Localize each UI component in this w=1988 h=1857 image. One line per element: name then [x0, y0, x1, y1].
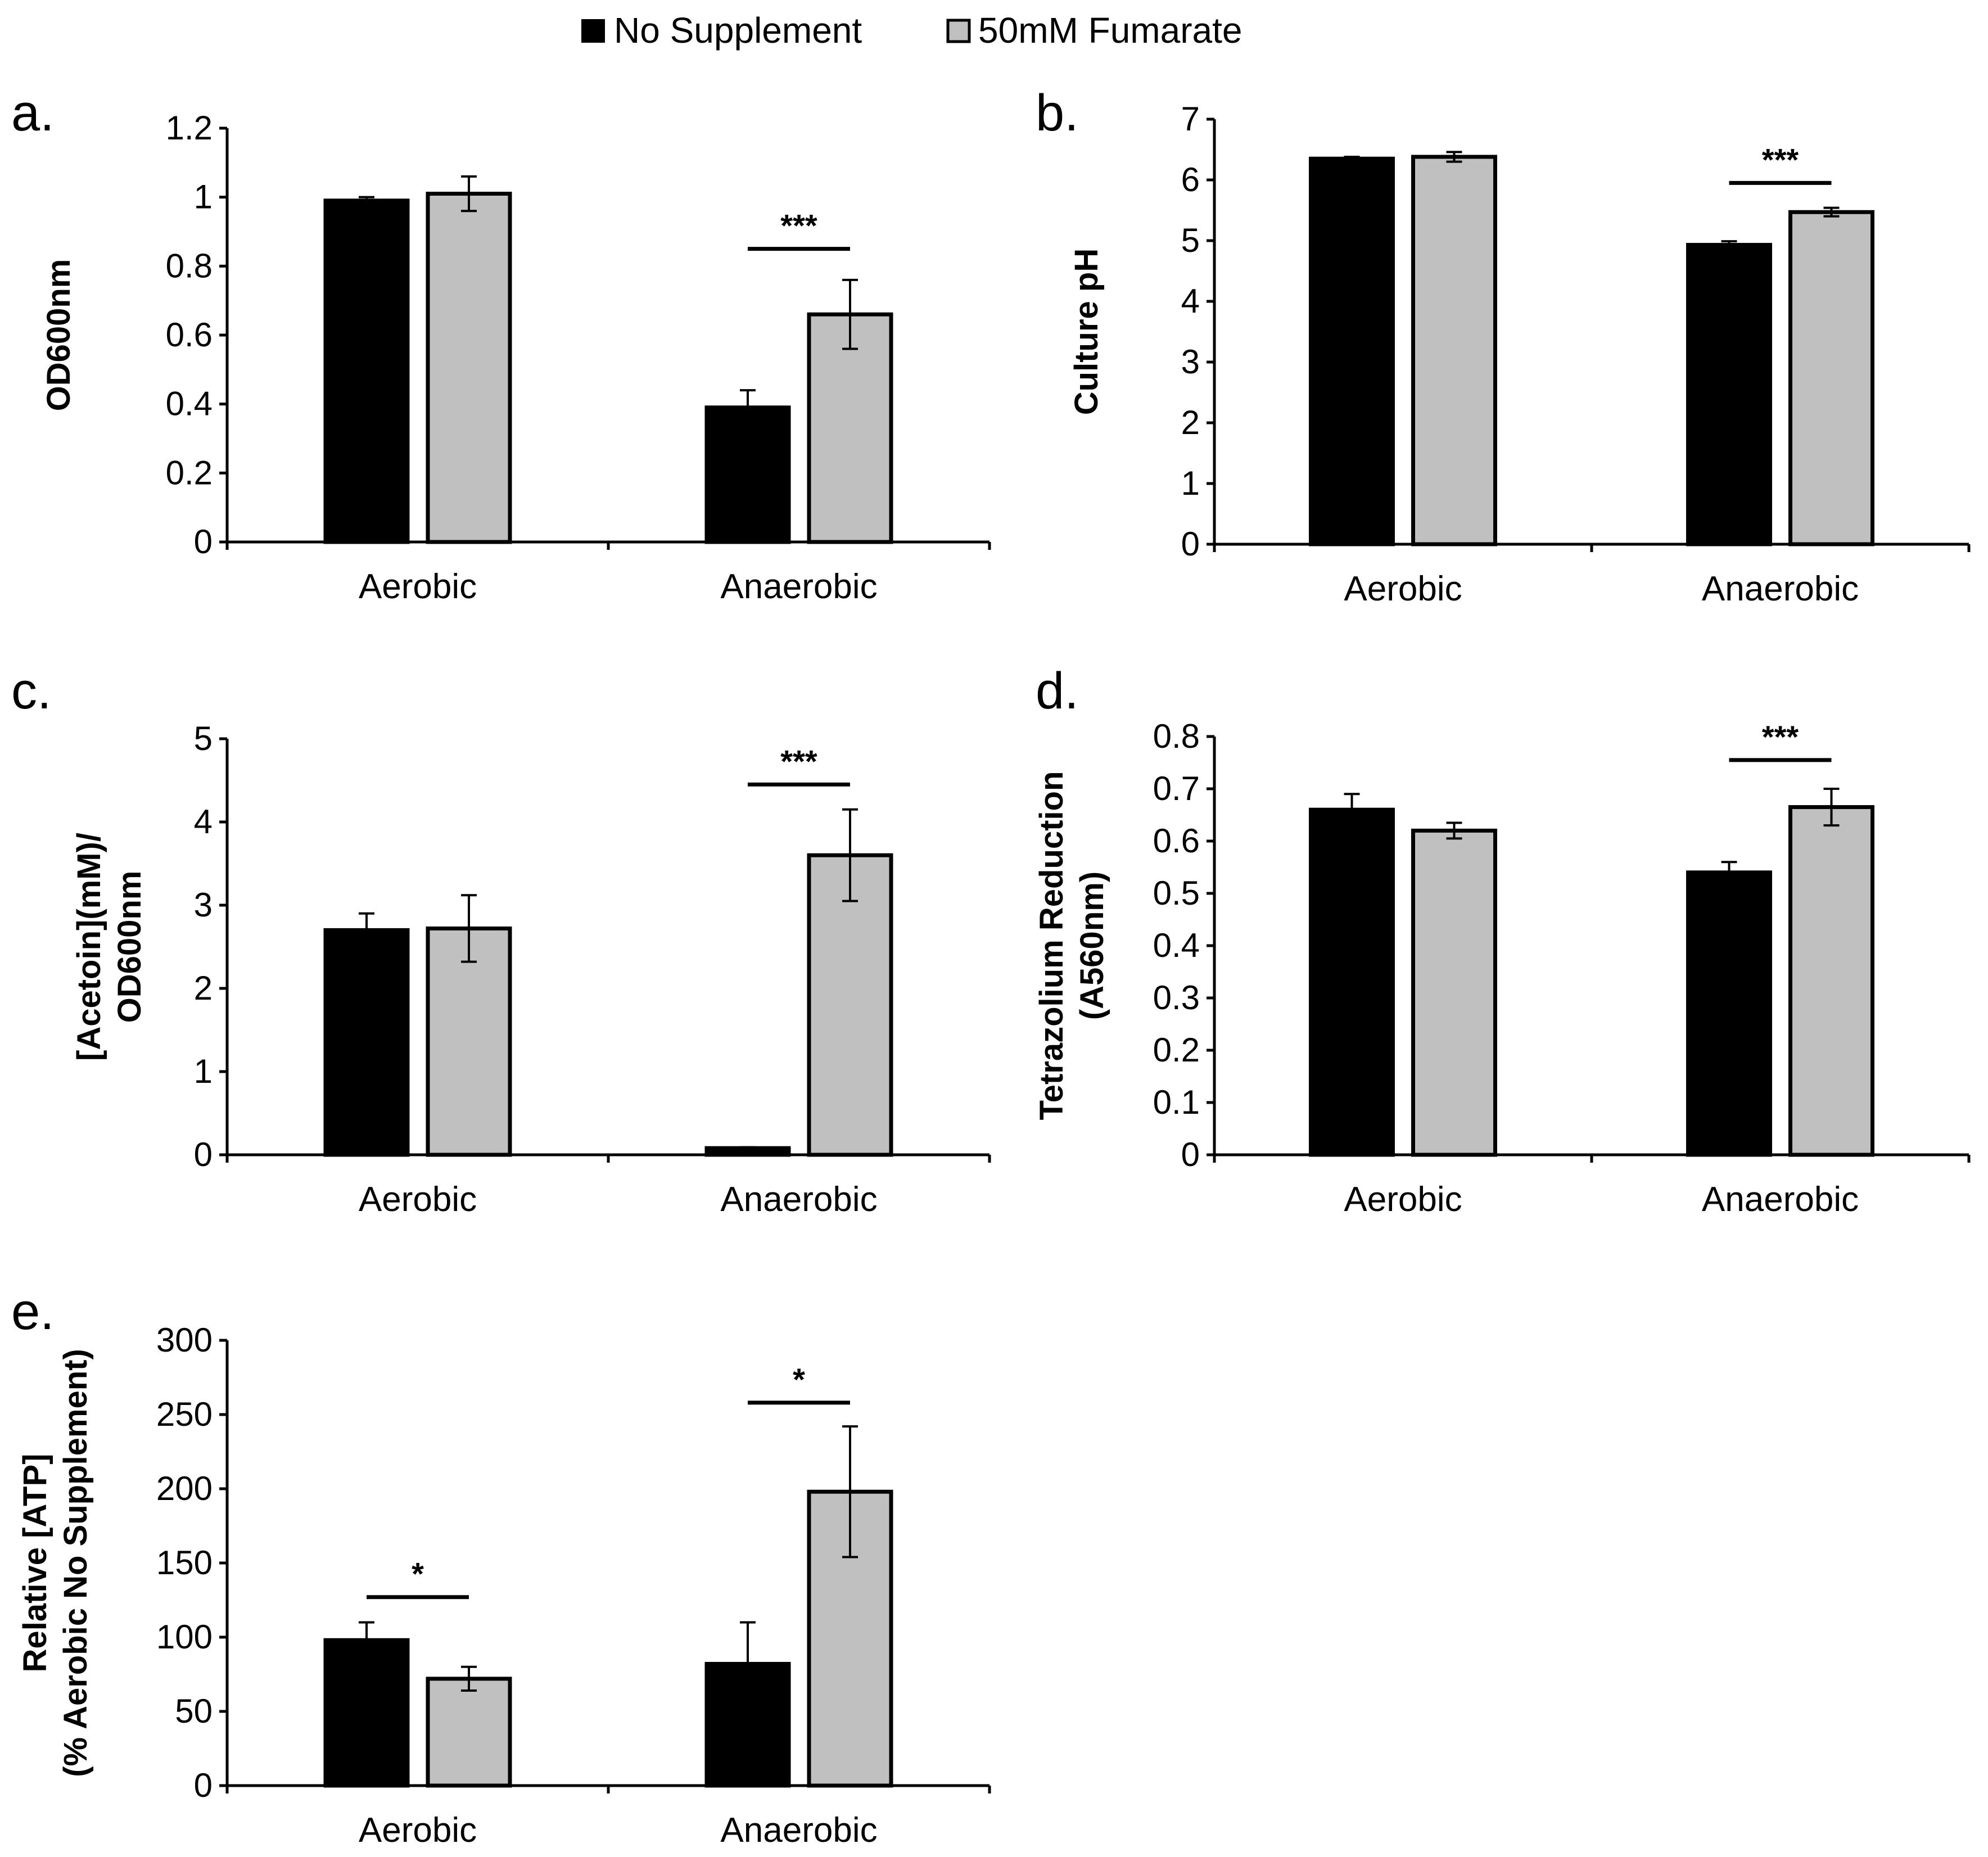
significance-label: * — [793, 1362, 805, 1397]
y-tick-label: 5 — [194, 720, 213, 757]
y-tick-label: 4 — [1181, 282, 1200, 320]
category-label-anaerobic: Anaerobic — [720, 567, 877, 606]
panel-label: a. — [11, 84, 55, 142]
bar-50mm-fumarate-anaerobic — [807, 853, 893, 1157]
y-tick-label: 3 — [1181, 343, 1200, 381]
bar-50mm-fumarate-anaerobic — [1788, 805, 1874, 1157]
y-tick-label: 0 — [194, 1136, 213, 1173]
y-tick-label: 0.7 — [1153, 770, 1200, 807]
significance-label: * — [412, 1556, 424, 1592]
y-tick-label: 5 — [1181, 222, 1200, 259]
y-tick-label: 7 — [1181, 100, 1200, 138]
y-tick-label: 0 — [1181, 1136, 1200, 1173]
y-tick-label: 0.2 — [166, 454, 213, 491]
bar-50mm-fumarate-anaerobic — [1788, 210, 1874, 546]
y-tick-label: 0 — [194, 1766, 213, 1804]
category-label-aerobic: Aerobic — [359, 567, 477, 606]
chart-a: a. OD600nm 0 0.2 0.4 0.6 0.8 1 1.2 Aerobic Anaerob… — [11, 84, 991, 606]
y-tick-label: 0.4 — [166, 385, 213, 423]
y-tick-label: 2 — [194, 969, 213, 1007]
bar-50mm-fumarate-aerobic — [426, 192, 512, 544]
y-tick-label: 0.8 — [166, 247, 213, 284]
bar-no-supplement-anaerobic — [1686, 870, 1772, 1157]
category-label-aerobic: Aerobic — [1344, 570, 1462, 608]
chart-e: e. Relative [ATP] (% Aerobic No Supplement… — [11, 1283, 991, 1850]
y-tick-label: 2 — [1181, 404, 1200, 441]
chart-b: b. Culture pH 0 1 2 3 4 5 6 7 Aerobic Anaerobic *** — [1036, 84, 1971, 608]
legend-label-no-supplement: No Supplement — [614, 10, 862, 51]
category-label-anaerobic: Anaerobic — [720, 1811, 877, 1850]
y-tick-label: 0.6 — [1153, 822, 1200, 860]
chart-d: d. Tetrazolium Reduction (A560nm) 0 0.1 0.2 0.… — [1033, 662, 1971, 1219]
y-axis-label: Tetrazolium Reduction — [1033, 771, 1070, 1120]
y-tick-label: 200 — [156, 1470, 213, 1507]
y-tick-label: 0.3 — [1153, 979, 1200, 1016]
y-axis-label: OD600nm — [40, 259, 77, 412]
significance-label: *** — [1762, 142, 1799, 177]
y-tick-label: 0.1 — [1153, 1083, 1200, 1121]
legend-swatch-no-supplement — [581, 19, 605, 43]
bar-no-supplement-aerobic — [323, 1638, 410, 1788]
significance-label: *** — [1762, 719, 1799, 754]
category-label-aerobic: Aerobic — [359, 1811, 477, 1850]
y-tick-label: 1 — [194, 1052, 213, 1090]
y-tick-label: 6 — [1181, 161, 1200, 198]
significance-label: *** — [780, 208, 817, 243]
y-tick-label: 1 — [1181, 464, 1200, 502]
y-tick-label: 50 — [175, 1692, 213, 1730]
y-tick-label: 0 — [194, 523, 213, 561]
category-label-anaerobic: Anaerobic — [1702, 1180, 1859, 1219]
bar-no-supplement-aerobic — [323, 198, 410, 544]
bar-50mm-fumarate-aerobic — [1411, 828, 1497, 1157]
y-axis-label: Relative [ATP] — [17, 1454, 53, 1673]
category-label-anaerobic: Anaerobic — [1702, 570, 1859, 608]
y-axis-label: (% Aerobic No Supplement) — [57, 1349, 94, 1777]
panel-label: e. — [11, 1283, 55, 1340]
bar-50mm-fumarate-aerobic — [1411, 155, 1497, 546]
chart-c: c. [Acetoin](mM)/OD600nm 0 1 2 3 4 5 Aerobic Anae… — [11, 662, 991, 1219]
y-tick-label: 1.2 — [166, 109, 213, 147]
bar-50mm-fumarate-aerobic — [426, 926, 512, 1157]
bar-no-supplement-anaerobic — [1686, 243, 1772, 546]
bar-no-supplement-aerobic — [1309, 156, 1395, 546]
y-axis-label: OD600nm — [111, 871, 148, 1023]
y-tick-label: 4 — [194, 803, 213, 841]
bar-50mm-fumarate-aerobic — [426, 1677, 512, 1788]
y-tick-label: 0 — [1181, 525, 1200, 563]
y-tick-label: 1 — [194, 178, 213, 216]
y-tick-label: 100 — [156, 1618, 213, 1656]
y-tick-label: 3 — [194, 886, 213, 924]
y-tick-label: 0.2 — [1153, 1031, 1200, 1069]
y-axis-label: [Acetoin](mM)/ — [71, 833, 107, 1061]
y-tick-label: 0.4 — [1153, 927, 1200, 964]
y-tick-label: 0.5 — [1153, 874, 1200, 912]
category-label-aerobic: Aerobic — [1344, 1180, 1462, 1219]
y-tick-label: 0.6 — [166, 316, 213, 354]
panel-label: c. — [11, 662, 52, 720]
legend-swatch-50mm-fumarate — [946, 19, 971, 43]
bar-no-supplement-aerobic — [1309, 807, 1395, 1157]
y-axis-label: (A560nm) — [1074, 871, 1110, 1020]
legend-label-50mm-fumarate: 50mM Fumarate — [978, 10, 1242, 51]
y-axis-label: Culture pH — [1068, 248, 1105, 415]
category-label-anaerobic: Anaerobic — [720, 1180, 877, 1219]
y-tick-label: 150 — [156, 1544, 213, 1582]
significance-label: *** — [780, 743, 817, 779]
y-tick-label: 300 — [156, 1321, 213, 1359]
y-tick-label: 0.8 — [1153, 717, 1200, 755]
chart-panels: a. OD600nm 0 0.2 0.4 0.6 0.8 1 1.2 Aerobic Anaerob… — [11, 84, 1971, 1850]
y-tick-label: 250 — [156, 1395, 213, 1433]
bar-no-supplement-anaerobic — [704, 405, 791, 544]
panel-label: d. — [1036, 662, 1079, 720]
panel-label: b. — [1036, 84, 1079, 142]
category-label-aerobic: Aerobic — [359, 1180, 477, 1219]
legend: No Supplement 50mM Fumarate — [581, 10, 1242, 51]
bar-no-supplement-aerobic — [323, 928, 410, 1157]
